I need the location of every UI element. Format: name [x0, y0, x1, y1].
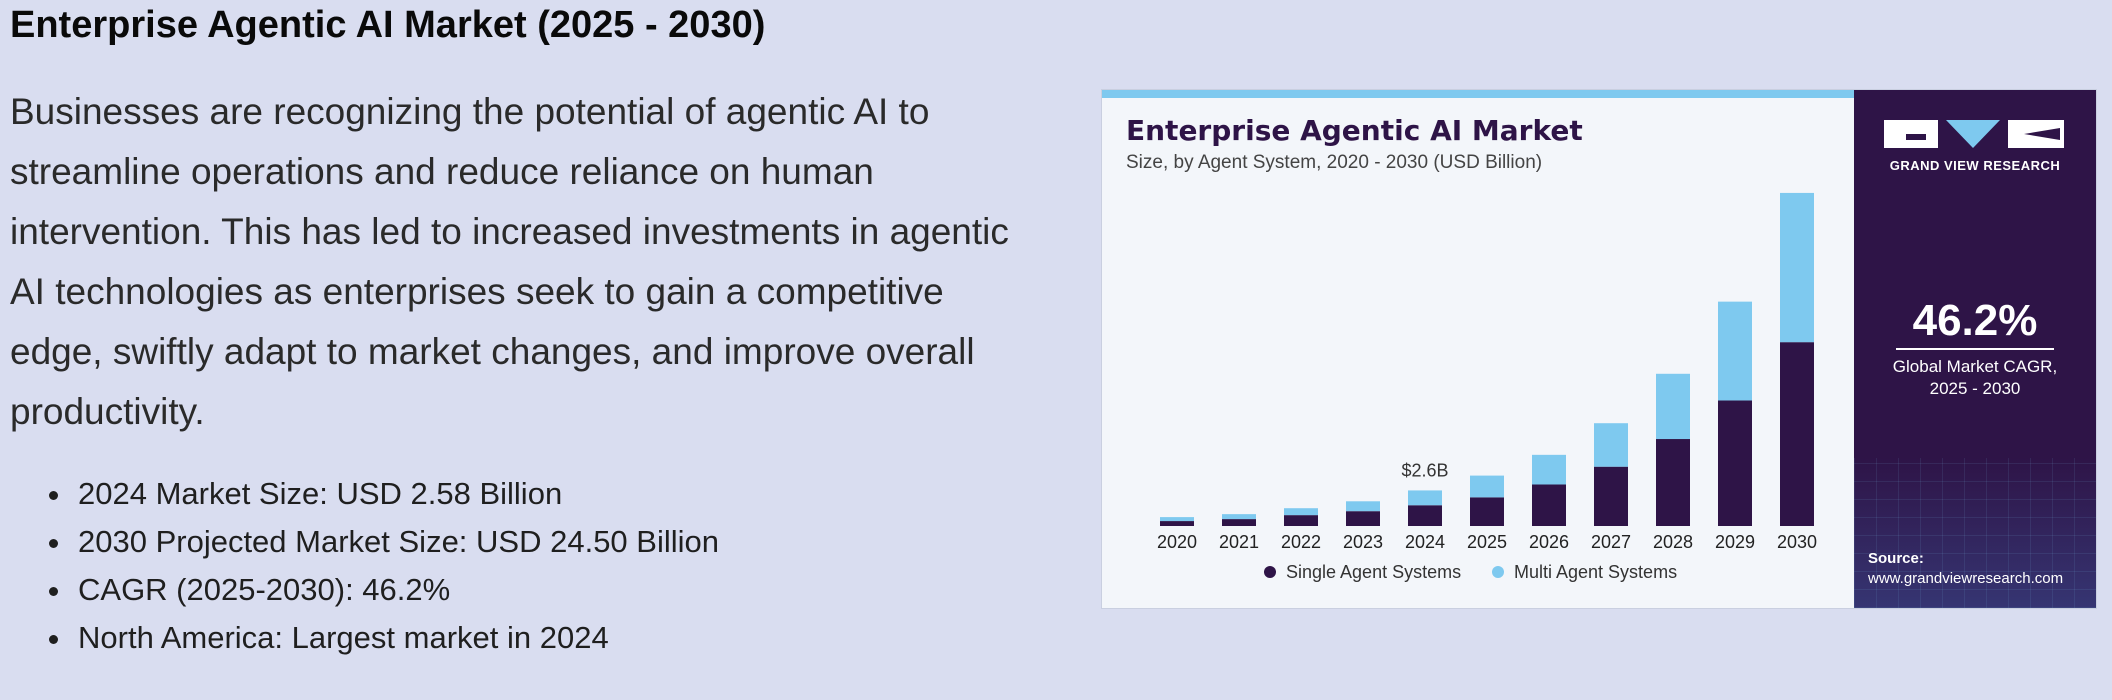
- bar-multi-2030: [1780, 192, 1814, 343]
- intro-paragraph: Businesses are recognizing the potential…: [10, 91, 1009, 432]
- source-url: www.grandviewresearch.com: [1868, 570, 2064, 587]
- x-tick-label: 2023: [1343, 532, 1383, 552]
- legend-label-multi: Multi Agent Systems: [1514, 562, 1677, 582]
- bar-single-2026: [1532, 484, 1566, 526]
- cagr-label-line1: Global Market CAGR,: [1892, 357, 2058, 376]
- cagr-value: 46.2%: [1912, 296, 2038, 345]
- bar-multi-2027: [1594, 423, 1628, 467]
- bar-multi-2021: [1222, 514, 1256, 520]
- brand-side-panel: GRAND VIEW RESEARCH 46.2% Global Market …: [1854, 90, 2096, 608]
- bar-multi-2025: [1470, 475, 1504, 498]
- cagr-divider: [1896, 348, 2054, 350]
- cagr-label-line2: 2025 - 2030: [1929, 379, 2021, 398]
- fact-market-size-2024: 2024 Market Size: USD 2.58 Billion: [74, 470, 719, 518]
- bar-multi-2026: [1532, 454, 1566, 485]
- key-facts-list: 2024 Market Size: USD 2.58 Billion 2030 …: [40, 470, 719, 662]
- x-tick-label: 2030: [1777, 532, 1817, 552]
- data-label-2024: $2.6B: [1401, 460, 1448, 480]
- page-title: Enterprise Agentic AI Market (2025 - 203…: [10, 4, 766, 46]
- bar-multi-2023: [1346, 501, 1380, 512]
- chart-card: Enterprise Agentic AI Market Size, by Ag…: [1102, 90, 2096, 608]
- bar-single-2028: [1656, 439, 1690, 526]
- chart-subtitle: Size, by Agent System, 2020 - 2030 (USD …: [1126, 152, 1543, 173]
- bar-single-2027: [1594, 466, 1628, 526]
- legend-marker-multi: [1492, 566, 1504, 578]
- bar-multi-2029: [1718, 301, 1752, 401]
- bar-multi-2022: [1284, 508, 1318, 516]
- bar-single-2025: [1470, 497, 1504, 526]
- chart-accent-bar: [1102, 90, 1854, 98]
- fact-projected-size-2030: 2030 Projected Market Size: USD 24.50 Bi…: [74, 518, 719, 566]
- x-tick-label: 2028: [1653, 532, 1693, 552]
- cagr-label: Global Market CAGR, 2025 - 2030: [1854, 356, 2096, 400]
- bar-single-2022: [1284, 515, 1318, 526]
- bar-single-2029: [1718, 400, 1752, 526]
- x-tick-label: 2020: [1157, 532, 1197, 552]
- x-tick-label: 2022: [1281, 532, 1321, 552]
- chart-title: Enterprise Agentic AI Market: [1126, 114, 1583, 147]
- fact-largest-region: North America: Largest market in 2024: [74, 614, 719, 662]
- x-tick-label: 2029: [1715, 532, 1755, 552]
- bar-single-2030: [1780, 342, 1814, 526]
- decorative-grid: [1854, 458, 2096, 608]
- brand-name: GRAND VIEW RESEARCH: [1889, 158, 2061, 173]
- fact-cagr: CAGR (2025-2030): 46.2%: [74, 566, 719, 614]
- market-bar-chart: 2020 2021 2022 2023 2024 $2.6B 2025 2026 2027 202…: [1157, 192, 1817, 582]
- bar-single-2024: [1408, 505, 1442, 526]
- x-tick-label: 2025: [1467, 532, 1507, 552]
- bar-multi-2020: [1160, 517, 1194, 522]
- x-tick-label: 2027: [1591, 532, 1631, 552]
- source-label: Source:: [1868, 550, 1924, 567]
- bar-multi-2028: [1656, 373, 1690, 440]
- x-tick-label: 2021: [1219, 532, 1259, 552]
- legend-marker-single: [1264, 566, 1276, 578]
- x-tick-label: 2026: [1529, 532, 1569, 552]
- bar-single-2023: [1346, 511, 1380, 526]
- bar-single-2021: [1222, 519, 1256, 526]
- x-tick-label: 2024: [1405, 532, 1445, 552]
- bar-single-2020: [1160, 521, 1194, 526]
- bar-multi-2024: [1408, 490, 1442, 506]
- grand-view-research-logo-icon: [1884, 120, 2064, 148]
- legend-label-single: Single Agent Systems: [1286, 562, 1461, 582]
